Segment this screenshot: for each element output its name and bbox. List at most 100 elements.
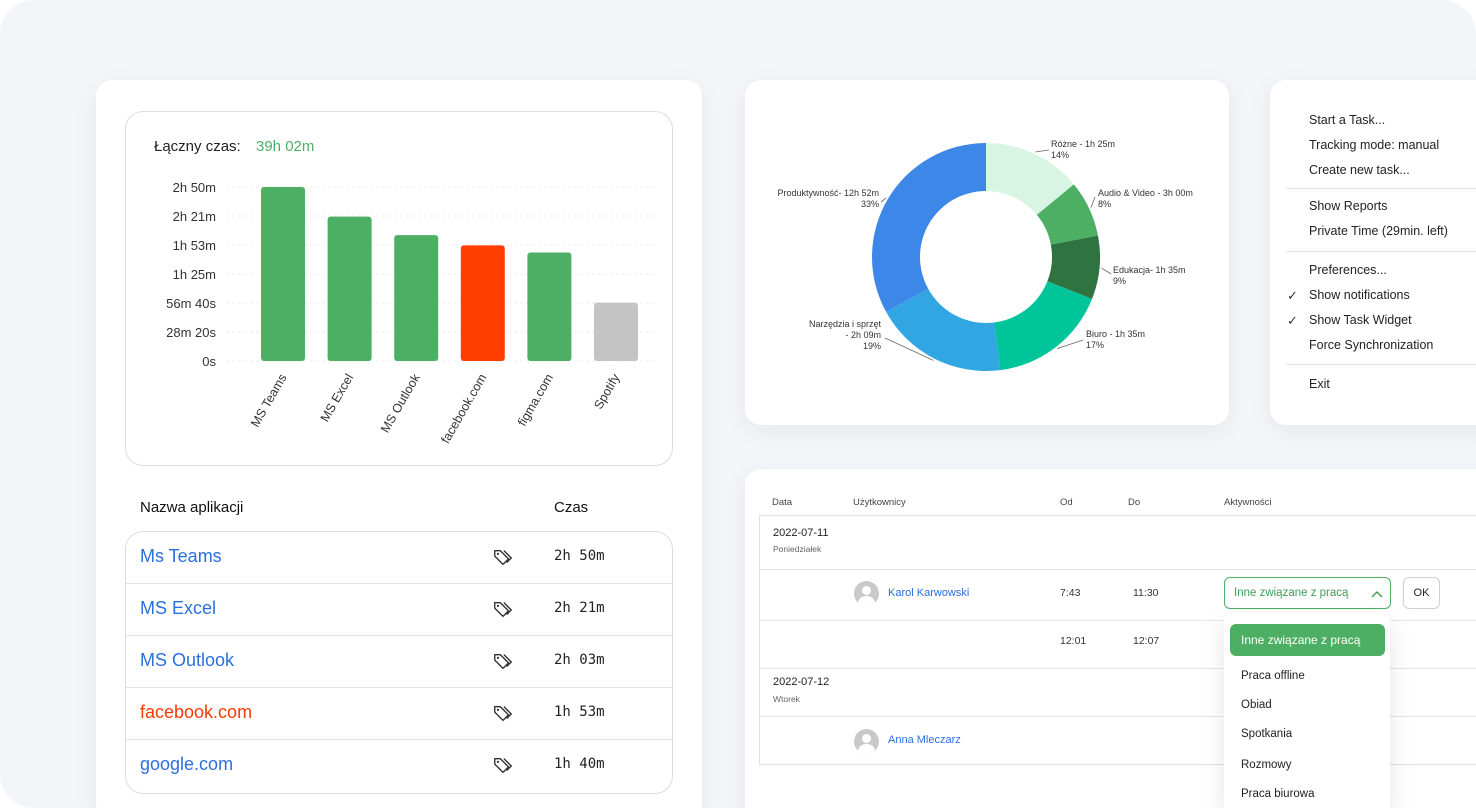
menu-item-exit[interactable]: Exit: [1309, 377, 1330, 391]
pie-label-text: Audio & Video - 3h 00m: [1098, 188, 1193, 198]
menu-item-create-task[interactable]: Create new task...: [1309, 163, 1410, 177]
app-row[interactable]: Ms Teams 2h 50m: [126, 532, 672, 584]
time-from: 7:43: [1060, 587, 1081, 599]
y-tick-label: 28m 20s: [166, 325, 216, 340]
time-to: 11:30: [1133, 587, 1159, 599]
usage-chart-panel: Łączny czas: 39h 02m 2h 50m 2h 21m 1h 53m 1…: [125, 111, 673, 466]
y-tick-label: 1h 25m: [173, 267, 216, 282]
pie-label-rozne: Różne - 1h 25m 14%: [1051, 139, 1115, 161]
day-date: 2022-07-12: [773, 676, 830, 688]
user-name-link[interactable]: Karol Karwowski: [888, 587, 970, 599]
app-name-link[interactable]: google.com: [140, 754, 234, 774]
leader-line: [1101, 267, 1112, 275]
col-header-users: Użytkownicy: [853, 497, 906, 508]
pie-label-text: Różne - 1h 25m: [1051, 139, 1116, 149]
bar: [527, 252, 572, 361]
donut-slice: [994, 281, 1092, 371]
timesheet-card: Data Użytkownicy Od Do Aktywności 2022-0…: [745, 469, 1476, 808]
x-tick-label: MS Outlook: [378, 371, 423, 435]
app-name-link[interactable]: MS Outlook: [140, 650, 235, 670]
pie-label-audio-video: Audio & Video - 3h 00m 8%: [1098, 188, 1193, 210]
category-pie-card: Różne - 1h 25m 14% Audio & Video - 3h 00m…: [745, 80, 1229, 425]
menu-item-private-time[interactable]: Private Time (29min. left): [1309, 224, 1448, 238]
checkmark-icon: ✓: [1287, 288, 1298, 303]
dropdown-option[interactable]: Praca biurowa: [1241, 788, 1315, 800]
tag-icon[interactable]: [492, 599, 514, 621]
app-row[interactable]: google.com 1h 40m: [126, 740, 672, 792]
app-time: 2h 21m: [554, 600, 605, 616]
col-header-to: Do: [1128, 497, 1141, 508]
pie-label-edukacja: Edukacja- 1h 35m 9%: [1113, 265, 1186, 287]
tag-icon[interactable]: [492, 651, 514, 673]
leader-line: [1035, 149, 1050, 153]
total-time-label: Łączny czas:: [154, 138, 241, 155]
chevron-up-icon: [1371, 591, 1383, 598]
app-time: 1h 53m: [554, 704, 605, 720]
activity-select[interactable]: Inne związane z pracą: [1224, 577, 1391, 609]
app-row[interactable]: MS Outlook 2h 03m: [126, 636, 672, 688]
donut-slice: [886, 288, 1001, 372]
menu-item-tracking-mode[interactable]: Tracking mode: manual: [1309, 138, 1440, 152]
menu-item-show-notifications[interactable]: Show notifications: [1309, 288, 1410, 302]
dropdown-option-selected[interactable]: Inne związane z pracą: [1230, 624, 1385, 656]
y-tick-label: 0s: [202, 354, 216, 369]
bar-chart: 2h 50m 2h 21m 1h 53m 1h 25m 56m 40s 28m 20s 0s…: [166, 180, 656, 446]
y-tick-label: 2h 50m: [173, 180, 216, 195]
pie-label-text: - 2h 09m: [845, 330, 881, 340]
pie-label-text: Edukacja- 1h 35m: [1113, 265, 1186, 275]
leader-line: [884, 337, 934, 361]
menu-item-start-task[interactable]: Start a Task...: [1309, 113, 1386, 127]
dropdown-option[interactable]: Praca offline: [1241, 670, 1305, 682]
row-divider: [760, 569, 1476, 570]
pie-label-percent: 17%: [1086, 340, 1105, 350]
pie-label-produktywnosc: Produktywność- 12h 52m 33%: [761, 188, 879, 210]
donut-slice: [1047, 235, 1100, 299]
avatar: [854, 581, 879, 606]
app-name-link[interactable]: MS Excel: [140, 598, 217, 618]
app-row[interactable]: MS Excel 2h 21m: [126, 584, 672, 636]
pie-label-percent: 14%: [1051, 150, 1070, 160]
x-tick-label: facebook.com: [438, 372, 489, 446]
bar: [460, 245, 505, 361]
app-row[interactable]: facebook.com 1h 53m: [126, 688, 672, 740]
total-time-value: 39h 02m: [256, 138, 315, 155]
x-tick-label: Spotify: [591, 371, 623, 412]
x-tick-label: figma.com: [515, 372, 556, 429]
time-to: 12:07: [1133, 635, 1160, 647]
menu-divider: [1286, 364, 1476, 365]
menu-item-show-reports[interactable]: Show Reports: [1309, 199, 1388, 213]
dropdown-option[interactable]: Rozmowy: [1241, 759, 1292, 771]
col-header-time: Czas: [554, 499, 589, 516]
user-name-link[interactable]: Anna Mleczarz: [888, 734, 961, 746]
ok-button[interactable]: OK: [1403, 577, 1440, 609]
pie-label-biuro: Biuro - 1h 35m 17%: [1086, 329, 1145, 351]
app-name-link[interactable]: Ms Teams: [140, 546, 222, 566]
col-header-from: Od: [1060, 497, 1073, 508]
day-weekday: Wtorek: [773, 694, 800, 704]
app-name-link[interactable]: facebook.com: [140, 702, 253, 722]
leader-line: [880, 197, 887, 203]
avatar: [854, 729, 879, 754]
row-divider: [760, 668, 1476, 669]
tag-icon[interactable]: [492, 755, 514, 777]
dropdown-option[interactable]: Spotkania: [1241, 728, 1293, 740]
menu-item-preferences[interactable]: Preferences...: [1309, 263, 1387, 277]
dropdown-option[interactable]: Obiad: [1241, 699, 1272, 711]
app-time: 2h 50m: [554, 548, 605, 564]
leader-line: [1090, 196, 1096, 208]
menu-item-show-task-widget[interactable]: Show Task Widget: [1309, 313, 1412, 327]
pie-label-percent: 9%: [1113, 276, 1127, 286]
menu-item-force-sync[interactable]: Force Synchronization: [1309, 338, 1434, 352]
pie-label-percent: 8%: [1098, 199, 1112, 209]
bar: [261, 187, 305, 361]
bar: [394, 235, 439, 361]
pie-label-text: Produktywność- 12h 52m: [777, 188, 879, 198]
menu-divider: [1286, 188, 1476, 189]
tag-icon[interactable]: [492, 547, 514, 569]
row-divider: [760, 716, 1476, 717]
donut-chart: [872, 143, 1112, 372]
tag-icon[interactable]: [492, 703, 514, 725]
pie-label-text: Biuro - 1h 35m: [1086, 329, 1146, 339]
day-date: 2022-07-11: [773, 527, 829, 539]
col-header-app-name: Nazwa aplikacji: [140, 499, 244, 516]
